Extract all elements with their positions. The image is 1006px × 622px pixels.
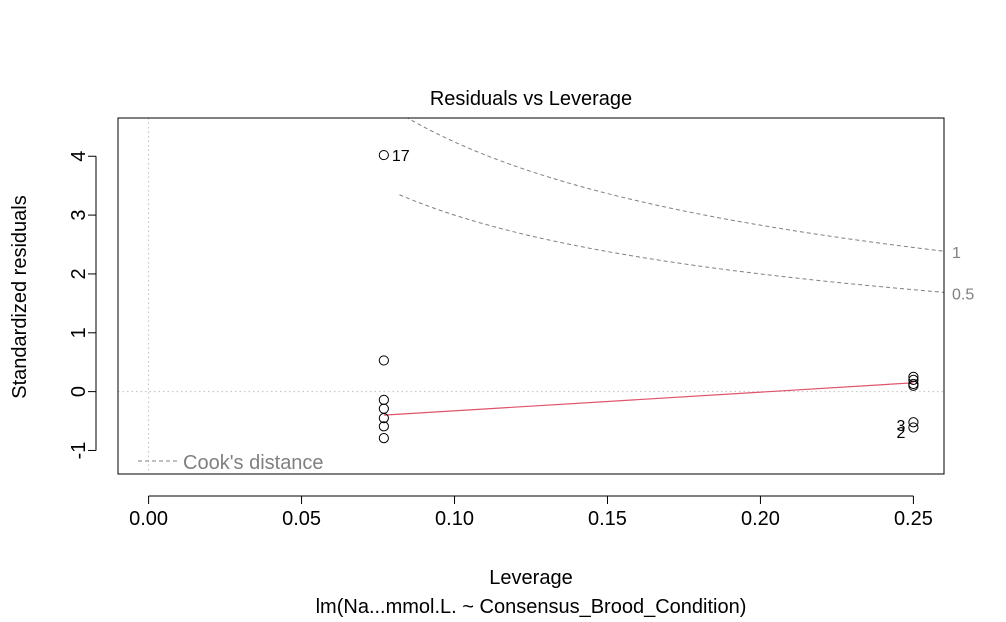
smooth-line-layer: [383, 382, 914, 416]
chart-subtitle: lm(Na...mmol.L. ~ Consensus_Brood_Condit…: [316, 596, 747, 618]
reference-lines: [118, 118, 944, 474]
x-tick-label-1: 0.05: [282, 508, 321, 530]
data-point-12: [908, 422, 919, 433]
cooks-contour-1: [406, 118, 944, 252]
point-label-2: 2: [897, 425, 906, 442]
data-point-5: [378, 421, 389, 432]
legend: Cook's distance: [138, 452, 324, 474]
x-tick-label-3: 0.15: [588, 508, 627, 530]
data-point-2: [378, 394, 389, 405]
x-tick-label-5: 0.25: [894, 508, 933, 530]
points-layer: [378, 149, 919, 444]
data-point-6: [378, 433, 389, 444]
y-tick-label-1: 0: [68, 386, 90, 397]
smooth-line: [383, 382, 914, 416]
x-tick-label-4: 0.20: [741, 508, 780, 530]
data-point-3: [378, 403, 389, 414]
y-tick-label-2: 1: [68, 327, 90, 338]
x-tick-label-0: 0.00: [129, 508, 168, 530]
plot-frame: [117, 117, 945, 475]
data-point-8: [908, 374, 919, 385]
chart-title: Residuals vs Leverage: [430, 88, 632, 110]
x-tick-label-2: 0.10: [435, 508, 474, 530]
y-tick-label-5: 4: [68, 151, 90, 162]
data-point-1: [378, 355, 389, 366]
legend-cooks-label: Cook's distance: [183, 452, 324, 474]
cooks-distance-contours: 10.5: [399, 118, 974, 303]
point-label-3: 3: [897, 418, 906, 435]
y-tick-label-0: -1: [68, 442, 90, 460]
y-tick-label-3: 2: [68, 268, 90, 279]
cooks-contour-0.5: [399, 194, 944, 293]
data-point-10: [908, 380, 919, 391]
point-label-17: 17: [392, 148, 410, 165]
data-point-0: [378, 149, 389, 161]
cooks-contour-label-0.5: 0.5: [952, 286, 974, 303]
y-tick-label-4: 3: [68, 210, 90, 221]
cooks-contour-label-1: 1: [952, 245, 961, 262]
x-axis-label: Leverage: [489, 567, 572, 589]
cooks-contour-group: [399, 118, 944, 293]
data-point-11: [908, 417, 919, 428]
data-point-4: [378, 412, 389, 424]
y-axis-label: Standardized residuals: [9, 195, 31, 398]
